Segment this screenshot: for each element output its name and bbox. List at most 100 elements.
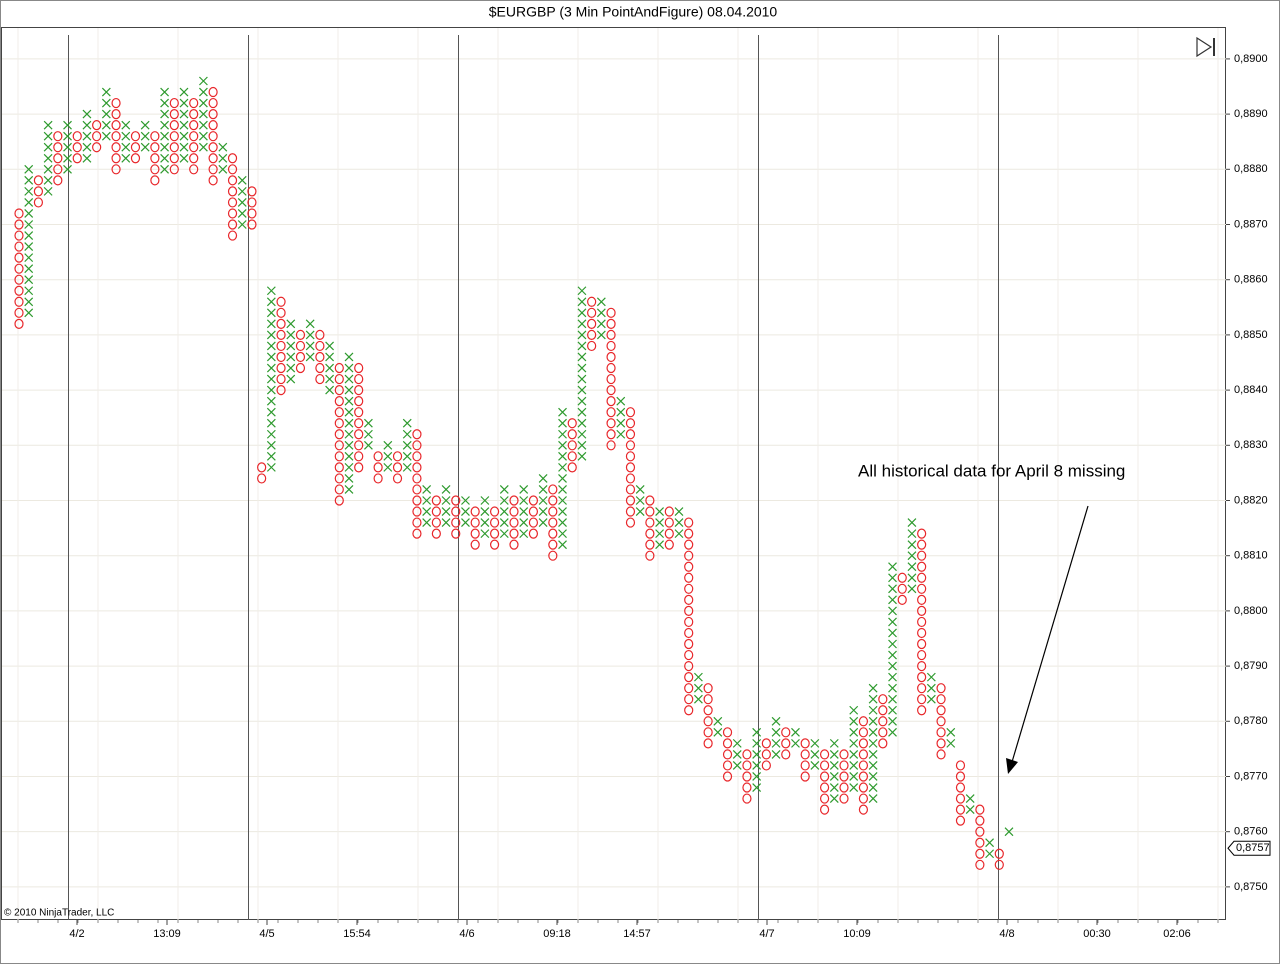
x-column: [121, 120, 131, 163]
x-box: [198, 76, 208, 86]
scroll-end-button[interactable]: [1196, 36, 1215, 58]
o-column: [354, 362, 364, 473]
x-box: [732, 761, 742, 770]
o-box: [111, 120, 121, 131]
o-box: [917, 539, 927, 550]
o-box: [150, 131, 160, 142]
x-box: [577, 297, 587, 307]
o-column: [761, 738, 771, 771]
x-box: [43, 142, 53, 152]
x-column: [926, 672, 936, 704]
x-box: [179, 131, 189, 141]
x-column: [43, 120, 53, 196]
x-box: [752, 738, 762, 748]
x-tick-label: 4/2: [69, 928, 84, 940]
x-box: [266, 286, 276, 296]
x-column: [237, 175, 247, 229]
x-box: [266, 429, 276, 439]
x-box: [140, 142, 150, 152]
o-box: [111, 97, 121, 109]
o-box: [276, 340, 286, 352]
o-box: [412, 528, 422, 539]
o-box: [33, 186, 44, 197]
o-column: [722, 727, 733, 782]
o-box: [111, 164, 121, 175]
x-box: [179, 98, 189, 108]
o-box: [189, 153, 199, 164]
o-box: [955, 771, 966, 782]
x-box: [402, 451, 412, 461]
x-box: [480, 507, 490, 516]
x-box: [868, 749, 878, 759]
x-box: [43, 175, 53, 185]
o-box: [509, 539, 519, 550]
o-box: [208, 109, 218, 120]
x-box: [868, 694, 878, 704]
x-box: [344, 485, 354, 494]
o-box: [917, 705, 927, 716]
o-box: [548, 495, 558, 506]
x-box: [888, 661, 897, 671]
o-box: [625, 440, 636, 451]
o-column: [975, 804, 985, 870]
o-box: [548, 506, 558, 517]
o-box: [451, 495, 461, 506]
x-box: [344, 473, 354, 483]
x-box: [179, 120, 189, 130]
o-box: [53, 164, 63, 175]
o-box: [606, 418, 616, 429]
x-column: [558, 407, 567, 550]
o-box: [917, 528, 927, 539]
x-box: [868, 705, 878, 715]
y-tick-label: 0,8850: [1234, 329, 1268, 341]
x-box: [266, 396, 276, 406]
x-box: [43, 120, 53, 130]
x-box: [635, 485, 645, 494]
x-box: [383, 451, 393, 461]
o-box: [955, 760, 966, 771]
x-column: [402, 418, 412, 472]
o-box: [208, 120, 218, 131]
x-box: [237, 186, 247, 196]
x-box: [266, 297, 276, 307]
o-box: [994, 859, 1004, 870]
o-box: [703, 683, 713, 694]
o-column: [858, 716, 869, 815]
o-box: [14, 296, 24, 307]
o-box: [470, 517, 480, 528]
o-box: [955, 782, 966, 793]
o-box: [858, 738, 869, 749]
x-box: [266, 451, 276, 461]
y-tick-label: 0,8870: [1234, 218, 1268, 230]
o-box: [917, 638, 927, 650]
x-box: [829, 772, 839, 781]
x-box: [693, 683, 703, 693]
o-box: [936, 738, 946, 749]
o-box: [208, 97, 218, 109]
o-box: [625, 517, 636, 528]
o-box: [936, 705, 946, 716]
o-box: [684, 583, 694, 594]
o-box: [684, 683, 694, 694]
x-box: [305, 319, 315, 329]
o-box: [53, 131, 63, 142]
o-box: [858, 727, 869, 738]
x-box: [985, 838, 995, 848]
x-box: [558, 407, 567, 417]
x-box: [810, 738, 820, 748]
o-box: [431, 495, 441, 506]
x-box: [888, 683, 897, 693]
o-box: [567, 440, 577, 451]
y-tick-label: 0,8800: [1234, 605, 1268, 617]
x-box: [868, 738, 878, 748]
o-box: [684, 550, 694, 561]
o-box: [645, 517, 655, 528]
o-box: [189, 164, 199, 175]
x-column: [596, 297, 606, 340]
x-tick-label: 13:09: [153, 928, 181, 940]
o-box: [276, 373, 286, 385]
x-box: [655, 518, 665, 527]
x-box: [577, 330, 587, 340]
o-box: [354, 396, 364, 407]
o-box: [150, 153, 160, 164]
